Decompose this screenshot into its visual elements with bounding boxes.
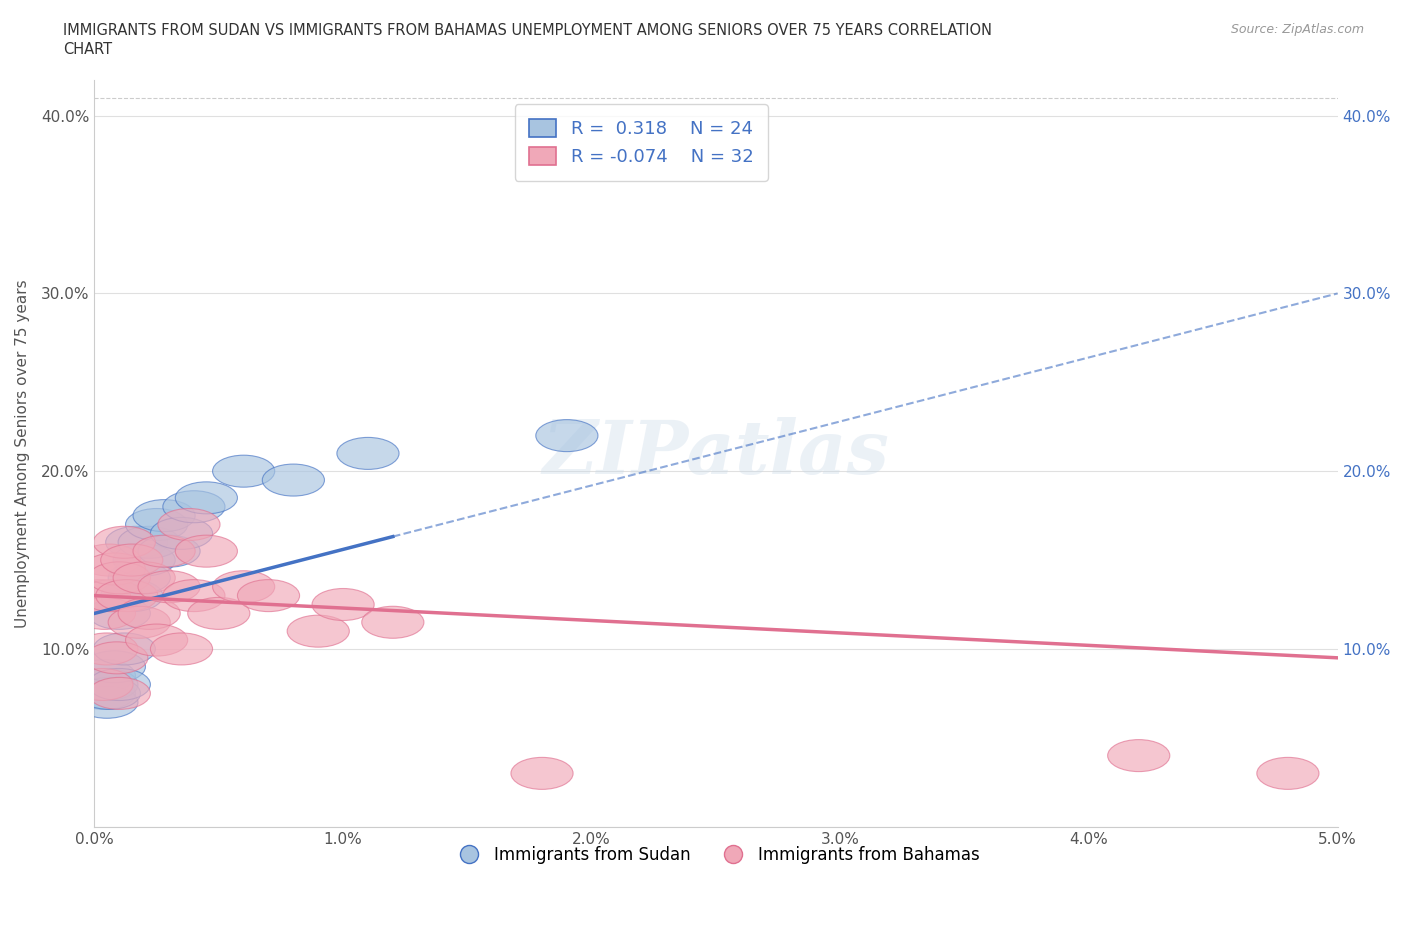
- Ellipse shape: [138, 535, 200, 567]
- Ellipse shape: [89, 562, 150, 594]
- Ellipse shape: [83, 651, 145, 683]
- Ellipse shape: [163, 579, 225, 612]
- Ellipse shape: [108, 606, 170, 638]
- Ellipse shape: [79, 544, 141, 576]
- Ellipse shape: [76, 633, 138, 665]
- Text: IMMIGRANTS FROM SUDAN VS IMMIGRANTS FROM BAHAMAS UNEMPLOYMENT AMONG SENIORS OVER: IMMIGRANTS FROM SUDAN VS IMMIGRANTS FROM…: [63, 23, 993, 38]
- Ellipse shape: [157, 509, 219, 540]
- Ellipse shape: [536, 419, 598, 452]
- Ellipse shape: [89, 669, 150, 700]
- Ellipse shape: [69, 579, 131, 612]
- Text: Source: ZipAtlas.com: Source: ZipAtlas.com: [1230, 23, 1364, 36]
- Ellipse shape: [118, 597, 180, 630]
- Ellipse shape: [287, 615, 349, 647]
- Ellipse shape: [337, 437, 399, 470]
- Ellipse shape: [312, 589, 374, 620]
- Ellipse shape: [212, 455, 274, 487]
- Ellipse shape: [79, 677, 141, 710]
- Text: CHART: CHART: [63, 42, 112, 57]
- Ellipse shape: [86, 642, 148, 674]
- Ellipse shape: [176, 482, 238, 514]
- Ellipse shape: [163, 491, 225, 523]
- Ellipse shape: [101, 579, 163, 612]
- Ellipse shape: [118, 526, 180, 558]
- Ellipse shape: [93, 526, 156, 558]
- Ellipse shape: [108, 562, 170, 594]
- Ellipse shape: [150, 633, 212, 665]
- Ellipse shape: [70, 669, 134, 700]
- Legend: Immigrants from Sudan, Immigrants from Bahamas: Immigrants from Sudan, Immigrants from B…: [446, 839, 986, 870]
- Ellipse shape: [212, 571, 274, 603]
- Ellipse shape: [101, 544, 163, 576]
- Ellipse shape: [125, 624, 188, 656]
- Ellipse shape: [73, 677, 135, 710]
- Y-axis label: Unemployment Among Seniors over 75 years: Unemployment Among Seniors over 75 years: [15, 279, 30, 628]
- Ellipse shape: [73, 659, 135, 692]
- Ellipse shape: [134, 499, 195, 532]
- Ellipse shape: [96, 579, 157, 612]
- Ellipse shape: [1257, 757, 1319, 790]
- Ellipse shape: [188, 597, 250, 630]
- Ellipse shape: [73, 597, 135, 630]
- Ellipse shape: [238, 579, 299, 612]
- Ellipse shape: [125, 509, 188, 540]
- Ellipse shape: [361, 606, 425, 638]
- Ellipse shape: [93, 633, 156, 665]
- Ellipse shape: [263, 464, 325, 496]
- Ellipse shape: [1108, 739, 1170, 772]
- Ellipse shape: [89, 677, 150, 710]
- Ellipse shape: [112, 544, 176, 576]
- Ellipse shape: [176, 535, 238, 567]
- Ellipse shape: [138, 571, 200, 603]
- Ellipse shape: [510, 757, 574, 790]
- Ellipse shape: [83, 553, 145, 585]
- Text: ZIPatlas: ZIPatlas: [543, 418, 890, 490]
- Ellipse shape: [150, 517, 212, 550]
- Ellipse shape: [89, 597, 150, 630]
- Ellipse shape: [80, 579, 143, 612]
- Ellipse shape: [105, 526, 167, 558]
- Ellipse shape: [76, 686, 138, 718]
- Ellipse shape: [76, 669, 138, 700]
- Ellipse shape: [112, 562, 176, 594]
- Ellipse shape: [134, 535, 195, 567]
